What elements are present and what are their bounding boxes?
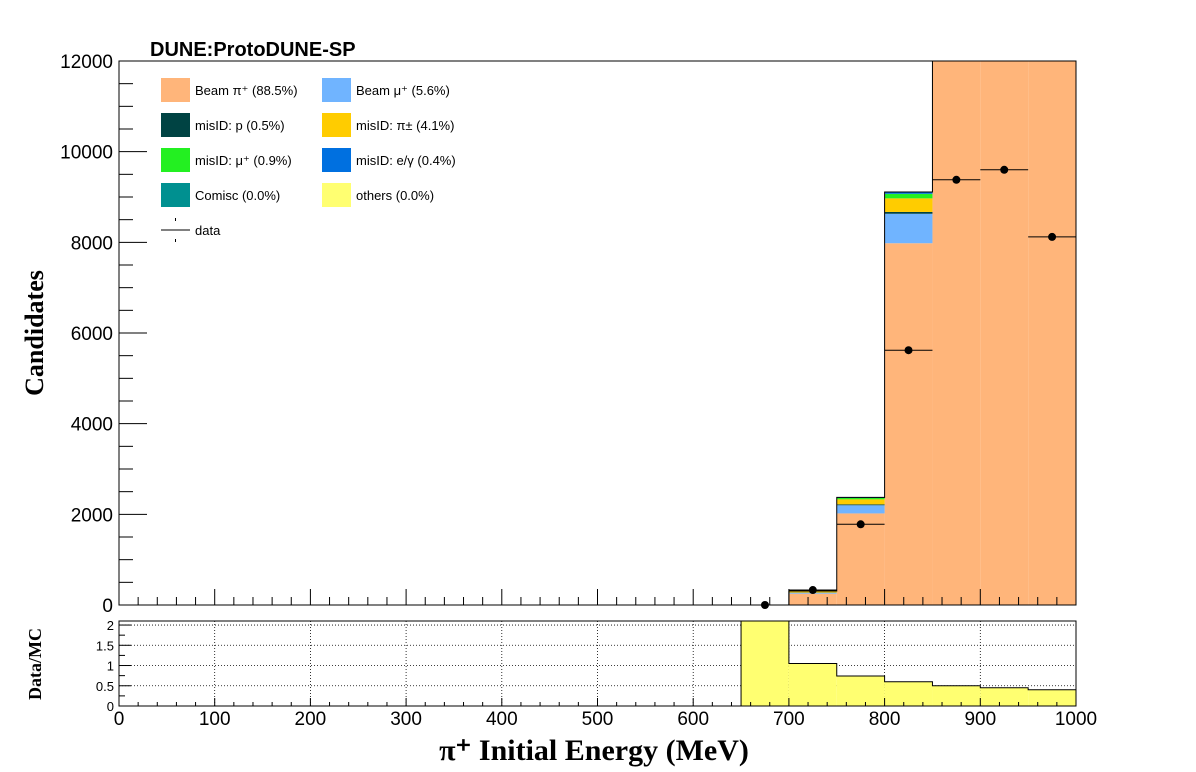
legend-swatch-6 [161, 183, 190, 207]
legend-label-data: data [195, 223, 221, 238]
main-y-tick-label: 10000 [60, 143, 113, 164]
bar-0-bin-4 [932, 61, 981, 605]
y-axis-title: Candidates [20, 270, 49, 396]
legend-label-4: misID: μ⁺ (0.9%) [195, 153, 292, 168]
main-y-tick-label: 12000 [60, 52, 113, 73]
main-y-tick-label: 6000 [71, 324, 113, 345]
bar-3-bin-3 [884, 198, 933, 212]
ratio-x-tick-label: 900 [964, 709, 996, 730]
bar-5-bin-3 [884, 192, 933, 194]
legend-label-2: misID: p (0.5%) [195, 118, 285, 133]
main-y-tick-label: 2000 [71, 505, 113, 526]
ratio-bar-5 [980, 687, 1029, 706]
ratio-y-tick-label: 1 [107, 659, 114, 674]
main-y-tick-label: 4000 [71, 415, 113, 436]
ratio-x-tick-label: 700 [773, 709, 805, 730]
legend-swatch-4 [161, 148, 190, 172]
bar-1-bin-2 [836, 505, 885, 514]
data-point-1 [808, 586, 817, 595]
data-point-2 [856, 520, 865, 529]
x-axis-title: π⁺ Initial Energy (MeV) [439, 734, 749, 767]
main-bars [741, 60, 1077, 606]
ratio-outline [740, 620, 1077, 706]
ratio-x-tick-label: 200 [295, 709, 327, 730]
legend-label-0: Beam π⁺ (88.5%) [195, 83, 298, 98]
legend-label-6: Comisc (0.0%) [195, 188, 280, 203]
ratio-y-tick-label: 1.5 [96, 638, 114, 653]
ratio-x-tick-label: 500 [582, 709, 614, 730]
ratio-bar-6 [1028, 689, 1076, 706]
main-y-tick-label: 8000 [71, 233, 113, 254]
bar-0-bin-6 [1028, 61, 1076, 605]
legend-label-1: Beam μ⁺ (5.6%) [356, 83, 450, 98]
legend-swatch-1 [322, 78, 351, 102]
legend-swatch-0 [161, 78, 190, 102]
legend-swatch-3 [322, 113, 351, 137]
legend-label-3: misID: π± (4.1%) [356, 118, 454, 133]
bar-2-bin-3 [884, 211, 933, 214]
main-y-ticks: 0 2000 4000 6000 8000 10000 12000 [60, 52, 147, 617]
bar-0-bin-2 [836, 513, 885, 605]
data-point-6 [1048, 232, 1057, 241]
data-point-4 [952, 175, 961, 184]
ratio-bar-4 [932, 685, 981, 706]
main-y-tick-label: 0 [102, 596, 113, 617]
ratio-panel: 0 100 200 300 400 500 600 700 800 900 1000 00.511.… [25, 618, 1097, 767]
ratio-x-tick-label: 100 [199, 709, 231, 730]
ratio-x-tick-label: 0 [114, 709, 125, 730]
legend-label-7: others (0.0%) [356, 188, 434, 203]
ratio-x-ticks: 0 100 200 300 400 500 600 700 800 900 1000 [114, 698, 1097, 730]
data-point-3 [904, 346, 913, 355]
ratio-x-tick-label: 300 [390, 709, 422, 730]
bar-0-bin-3 [884, 243, 933, 606]
bar-2-bin-2 [836, 504, 885, 506]
ratio-bars [740, 620, 1077, 706]
legend-label-5: misID: e/γ (0.4%) [356, 153, 456, 168]
experiment-label: DUNE:ProtoDUNE-SP [150, 39, 356, 61]
bar-1-bin-3 [884, 213, 933, 244]
bar-4-bin-2 [836, 498, 885, 500]
legend-swatch-2 [161, 113, 190, 137]
ratio-bar-0 [741, 621, 789, 706]
ratio-bar-3 [884, 681, 933, 706]
data-point-5 [1000, 165, 1009, 174]
bar-4-bin-3 [884, 193, 933, 199]
ratio-bar-1 [788, 663, 837, 706]
ratio-y-ticks: 0 0.5 1 1.5 2 [96, 618, 131, 714]
ratio-y-tick-label: 0 [107, 699, 114, 714]
bar-3-bin-2 [836, 499, 885, 505]
legend-swatch-7 [322, 183, 351, 207]
ratio-x-tick-label: 400 [486, 709, 518, 730]
ratio-x-tick-label: 600 [677, 709, 709, 730]
main-x-ticks [118, 589, 1077, 605]
bar-0-bin-1 [788, 593, 837, 605]
main-panel: 0 2000 4000 6000 8000 10000 12000 DUNE:ProtoDU… [20, 39, 1077, 617]
ratio-y-tick-label: 2 [107, 618, 114, 633]
legend: Beam π⁺ (88.5%) Beam μ⁺ (5.6%) misID: p (0… [161, 78, 456, 242]
ratio-y-tick-label: 0.5 [96, 679, 114, 694]
ratio-x-tick-label: 1000 [1055, 709, 1097, 730]
ratio-bar-2 [836, 676, 885, 706]
ratio-y-axis-title: Data/MC [25, 628, 45, 700]
ratio-x-tick-label: 800 [869, 709, 901, 730]
main-data-points [741, 165, 1076, 609]
legend-swatch-5 [322, 148, 351, 172]
bar-0-bin-5 [980, 61, 1029, 605]
